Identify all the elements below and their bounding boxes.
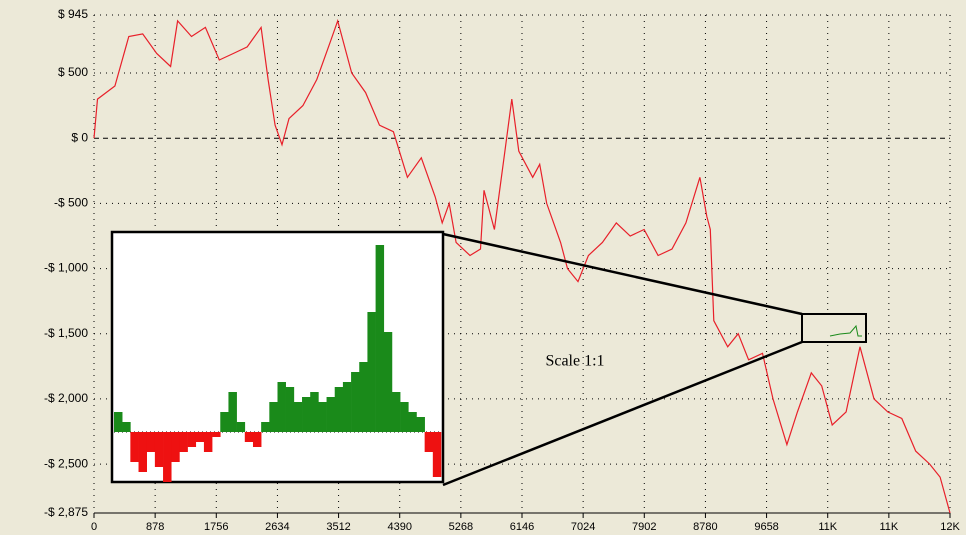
x-tick-label: 11K xyxy=(879,521,898,533)
area-bar xyxy=(138,432,147,472)
area-bar xyxy=(416,417,425,432)
area-bar xyxy=(285,387,295,432)
inset xyxy=(110,230,445,484)
x-tick-label: 7024 xyxy=(571,521,595,533)
x-tick-label: 12K xyxy=(940,521,960,533)
x-tick-label: 878 xyxy=(146,521,164,533)
area-bar xyxy=(367,312,376,432)
area-bar xyxy=(375,245,385,432)
area-bar xyxy=(244,432,254,442)
area-bar xyxy=(302,397,311,432)
area-bar xyxy=(400,402,409,432)
annotation: Scale 1:1 xyxy=(545,353,604,370)
area-bar xyxy=(203,432,213,452)
area-bar xyxy=(179,432,188,452)
area-bar xyxy=(220,412,229,432)
area-bar xyxy=(212,432,221,437)
area-bar xyxy=(351,372,360,432)
area-bar xyxy=(269,402,278,432)
area-bar xyxy=(334,387,344,432)
main-plot: $ 945 $ 500 $ 0 -$ 500 -$ 1,000 -$ 1,500 -$ 2,… xyxy=(44,7,960,533)
area-bar xyxy=(252,432,262,447)
line-series xyxy=(93,18,951,514)
x-tick-label: 6146 xyxy=(510,521,534,533)
zoom-lines xyxy=(442,232,867,487)
x-tick-label: 7902 xyxy=(632,521,656,533)
x-tick-label: 3512 xyxy=(326,521,350,533)
zoom-preview xyxy=(829,324,862,337)
area-bar xyxy=(236,422,246,432)
area-bar xyxy=(318,402,327,432)
y-tick-label: -$ 1,000 xyxy=(44,261,88,275)
area-bar xyxy=(163,432,172,482)
y-tick-label: -$ 2,500 xyxy=(44,456,88,470)
y-tick-label: $ 500 xyxy=(58,65,88,79)
area-bar xyxy=(424,432,434,452)
area-bar xyxy=(187,432,197,447)
x-tick-label: 9658 xyxy=(754,521,778,533)
x-tick-label: 2634 xyxy=(265,521,289,533)
x-tick-label: 8780 xyxy=(693,521,717,533)
x-tick-label: 5268 xyxy=(449,521,473,533)
zoom-line xyxy=(442,340,803,487)
y-tick-label: $ 0 xyxy=(71,130,88,144)
x-tick-label: 4390 xyxy=(387,521,411,533)
area-bar xyxy=(391,392,401,432)
x-tick-label: 1756 xyxy=(204,521,228,533)
y-tick-label: -$ 500 xyxy=(54,196,88,210)
y-tick-label: -$ 2,875 xyxy=(44,505,88,519)
y-tick-label: -$ 1,500 xyxy=(44,326,88,340)
area-bar xyxy=(146,432,156,452)
zoom-box xyxy=(801,313,867,343)
area-bar xyxy=(171,432,180,462)
area-bar xyxy=(293,402,303,432)
area-bar xyxy=(310,392,319,432)
area-bar xyxy=(154,432,164,467)
area-bar xyxy=(195,432,205,442)
area-bar xyxy=(408,412,417,432)
area-bar xyxy=(228,392,237,432)
y-tick-label: $ 945 xyxy=(58,7,88,21)
area-bar xyxy=(359,362,368,432)
area-bar xyxy=(342,382,352,432)
area-bar xyxy=(114,412,123,432)
area-bar xyxy=(432,432,442,477)
area-bar xyxy=(326,397,336,432)
x-tick-label: 0 xyxy=(91,521,97,533)
area-bar xyxy=(122,422,131,432)
y-tick-label: -$ 2,000 xyxy=(44,391,88,405)
area-bar xyxy=(261,422,270,432)
x-tick-label: 11K xyxy=(818,521,837,533)
area-bar xyxy=(383,332,393,432)
area-bar xyxy=(130,432,139,462)
zoom-line xyxy=(442,232,803,316)
area-bar xyxy=(277,382,286,432)
